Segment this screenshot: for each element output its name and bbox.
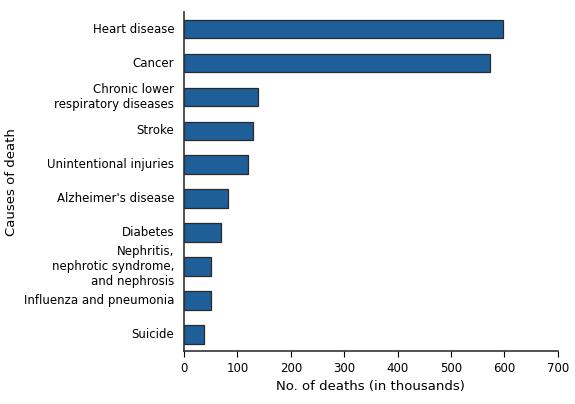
Bar xyxy=(184,20,503,38)
Bar xyxy=(184,122,253,140)
Bar xyxy=(184,325,204,344)
Bar xyxy=(184,257,210,276)
Bar xyxy=(184,156,248,174)
Bar xyxy=(184,291,210,310)
Bar xyxy=(184,189,228,208)
X-axis label: No. of deaths (in thousands): No. of deaths (in thousands) xyxy=(277,381,465,393)
Bar xyxy=(184,54,490,72)
Y-axis label: Causes of death: Causes of death xyxy=(5,128,18,236)
Bar xyxy=(184,223,221,242)
Bar xyxy=(184,88,258,106)
